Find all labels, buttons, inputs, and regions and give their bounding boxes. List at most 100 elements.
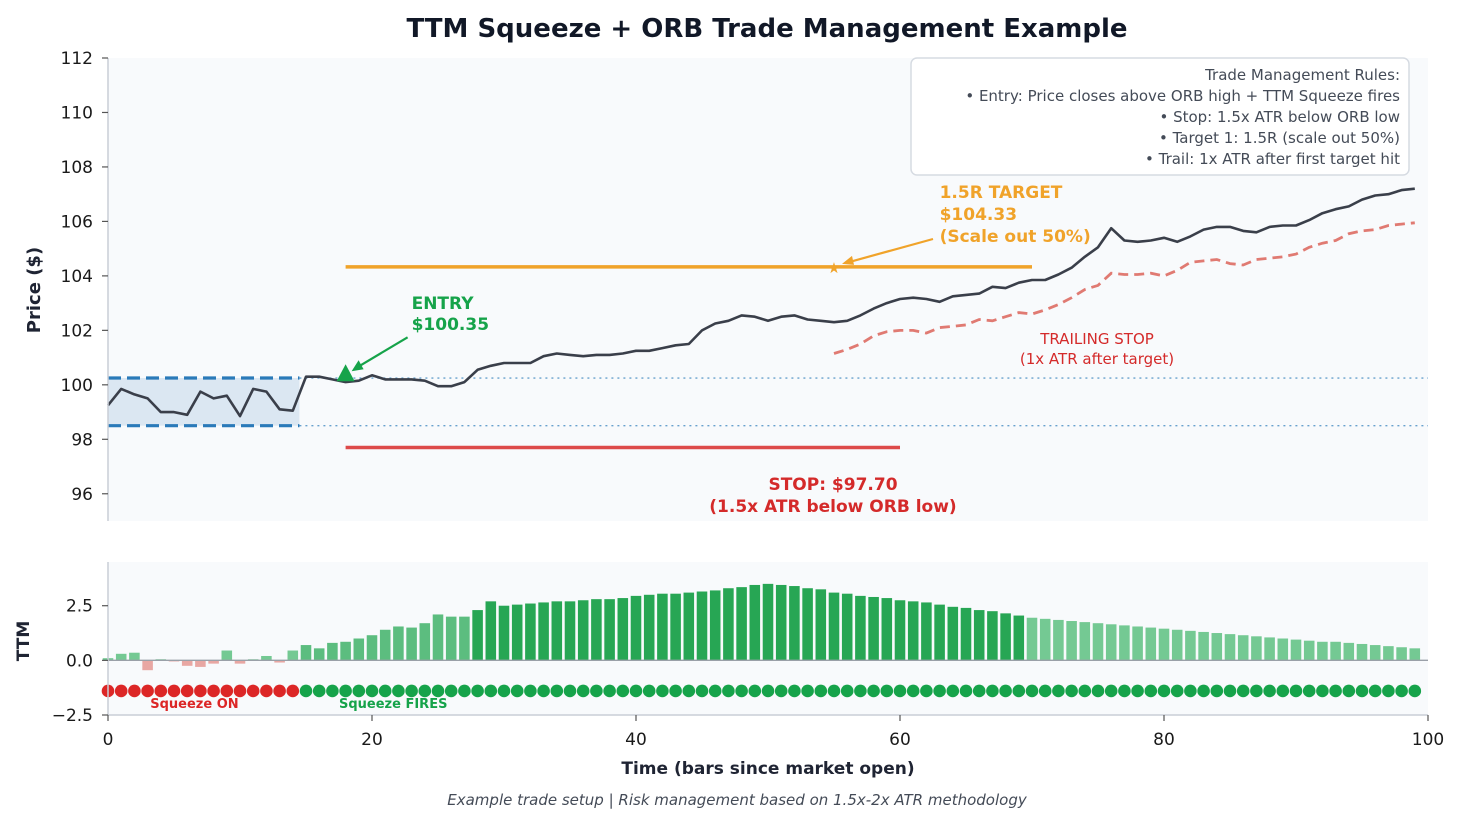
- momentum-bar-71: [1039, 618, 1051, 661]
- momentum-bar-31: [511, 604, 523, 661]
- momentum-bar-27: [459, 616, 470, 661]
- ttm-layers: Squeeze ON Squeeze FIRES: [101, 583, 1428, 712]
- squeeze-dot-43: [669, 684, 682, 698]
- squeeze-dot-71: [1038, 684, 1052, 698]
- squeeze-dot-80: [1157, 684, 1171, 698]
- momentum-bar-99: [1409, 648, 1421, 661]
- momentum-bar-72: [1053, 619, 1064, 661]
- stop-label-line-0: STOP: $97.70: [768, 475, 897, 495]
- x-tick-label-60: 60: [889, 730, 911, 750]
- momentum-bar-19: [353, 638, 365, 661]
- squeeze-dot-48: [735, 684, 748, 698]
- squeeze-dot-85: [1223, 684, 1237, 698]
- squeeze-dot-88: [1263, 684, 1276, 698]
- squeeze-dot-64: [946, 684, 960, 698]
- squeeze-dot-83: [1197, 684, 1210, 698]
- squeeze-dot-26: [444, 684, 458, 698]
- entry-label-line-1: $100.35: [412, 315, 489, 335]
- squeeze-dot-82: [1184, 684, 1197, 698]
- squeeze-dot-42: [656, 684, 669, 698]
- squeeze-dot-45: [695, 684, 709, 698]
- rules-line-title: Trade Management Rules:: [1204, 66, 1400, 84]
- momentum-bar-74: [1079, 622, 1091, 661]
- momentum-bar-32: [525, 603, 536, 661]
- squeeze-dot-62: [920, 684, 933, 698]
- momentum-bar-3: [142, 660, 153, 671]
- squeeze-dot-67: [986, 684, 999, 698]
- squeeze-dot-28: [471, 684, 484, 698]
- momentum-bar-2: [129, 652, 140, 661]
- squeeze-dot-89: [1276, 684, 1290, 698]
- momentum-bar-89: [1277, 638, 1289, 661]
- momentum-bar-61: [907, 601, 919, 661]
- momentum-bar-81: [1171, 629, 1183, 661]
- squeeze-dot-72: [1052, 684, 1065, 698]
- price-y-tick-label-112: 112: [61, 49, 93, 69]
- squeeze-dot-22: [392, 684, 405, 698]
- price-y-tick-label-106: 106: [61, 212, 93, 232]
- ttm-panel: Squeeze ON Squeeze FIRES −2.5 0.0 2.5 0 20 40…: [14, 562, 1444, 779]
- momentum-bar-65: [960, 607, 972, 661]
- x-tick-label-80: 80: [1153, 730, 1175, 750]
- momentum-bar-97: [1383, 646, 1394, 661]
- momentum-bar-46: [709, 590, 721, 661]
- price-line: [106, 187, 1415, 418]
- momentum-bar-45: [696, 591, 708, 661]
- squeeze-dot-8: [207, 684, 220, 698]
- squeeze-dot-25: [431, 684, 445, 698]
- squeeze-dot-58: [867, 684, 880, 698]
- target-arrow-shaft: [845, 237, 934, 264]
- squeeze-dot-54: [814, 684, 828, 698]
- squeeze-dot-1: [114, 684, 128, 698]
- squeeze-dot-46: [708, 684, 722, 698]
- momentum-bar-70: [1026, 617, 1038, 661]
- momentum-bar-52: [789, 586, 800, 661]
- momentum-bar-84: [1211, 633, 1223, 661]
- squeeze-dot-2: [128, 684, 141, 698]
- price-layers: ENTRY$100.35 ★ 1.5R TARGET$104.33(Scale ou…: [106, 183, 1428, 517]
- momentum-bar-49: [749, 584, 761, 661]
- squeeze-dot-86: [1236, 684, 1250, 698]
- squeeze-dot-3: [141, 684, 154, 698]
- squeeze-dot-55: [827, 684, 841, 698]
- momentum-bar-15: [300, 645, 312, 661]
- squeeze-fires-label: Squeeze FIRES: [339, 697, 447, 712]
- squeeze-dot-33: [537, 684, 550, 698]
- squeeze-dot-60: [893, 684, 907, 698]
- squeeze-dot-31: [510, 684, 524, 698]
- entry-arrow-head: [351, 360, 364, 372]
- price-axis-title: Price ($): [24, 247, 45, 333]
- entry-label-line-0: ENTRY: [412, 294, 475, 314]
- momentum-bar-51: [775, 584, 787, 661]
- squeeze-dot-37: [590, 684, 603, 698]
- squeeze-dot-79: [1144, 684, 1158, 698]
- orb-zone: [108, 378, 300, 426]
- momentum-bar-42: [657, 593, 668, 661]
- price-y-ticks: 96 98 100 102 104 106 108 110 112: [61, 49, 108, 505]
- momentum-bar-85: [1224, 634, 1236, 661]
- squeeze-dot-87: [1250, 684, 1263, 698]
- momentum-bar-36: [577, 600, 589, 661]
- momentum-bar-39: [617, 598, 629, 661]
- rules-line-target: • Target 1: 1.5R (scale out 50%): [1159, 129, 1400, 147]
- ttm-y-tick-label-1: 0.0: [66, 651, 93, 671]
- squeeze-dot-17: [326, 684, 339, 698]
- momentum-bar-29: [485, 601, 497, 661]
- momentum-bar-17: [327, 642, 338, 661]
- squeeze-dot-19: [352, 684, 366, 698]
- momentum-bar-67: [987, 611, 998, 661]
- momentum-bar-16: [313, 648, 325, 661]
- momentum-bar-53: [802, 588, 813, 661]
- momentum-bar-18: [340, 641, 351, 661]
- momentum-bar-58: [868, 596, 879, 661]
- rules-box: Trade Management Rules: • Entry: Price c…: [910, 57, 1410, 176]
- target-label-line-1: $104.33: [940, 205, 1017, 225]
- squeeze-dot-78: [1131, 684, 1144, 698]
- momentum-bar-98: [1396, 647, 1407, 661]
- squeeze-dot-41: [642, 684, 656, 698]
- price-y-tick-label-96: 96: [71, 485, 93, 505]
- squeeze-dot-13: [273, 684, 286, 698]
- momentum-bar-66: [973, 610, 985, 661]
- entry-arrow-shaft: [355, 336, 409, 370]
